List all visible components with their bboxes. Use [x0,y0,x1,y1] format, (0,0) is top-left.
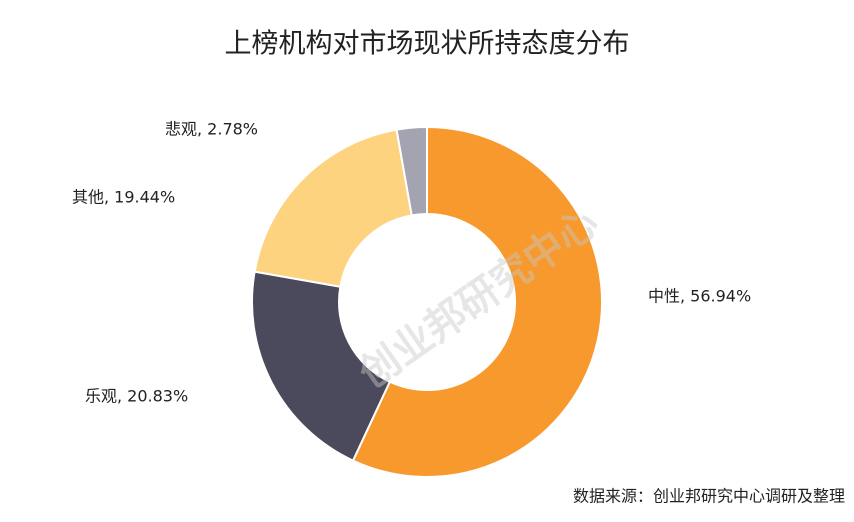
data-label: 乐观, 20.83% [85,387,188,406]
data-label: 其他, 19.44% [72,188,175,207]
donut-slice [253,128,413,288]
data-label: 悲观, 2.78% [165,120,258,139]
chart-title: 上榜机构对市场现状所持态度分布 [225,29,630,60]
donut-slice [251,270,392,462]
source-note: 数据来源：创业邦研究中心调研及整理 [573,487,845,506]
data-label: 中性, 56.94% [648,287,751,306]
donut [251,125,603,478]
donut-slice [395,125,428,217]
donut-slice [351,125,603,478]
